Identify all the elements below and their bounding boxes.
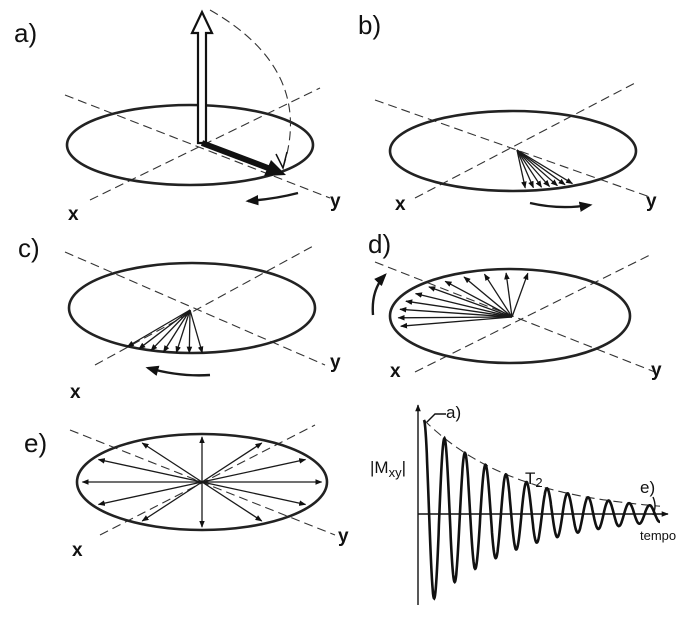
spin-vector	[186, 309, 193, 354]
panel-a-transverse-vector-head	[264, 160, 286, 176]
panel-c-label: c)	[18, 233, 40, 263]
panel-e-y-label: y	[338, 526, 349, 547]
spin-vector	[444, 280, 513, 318]
spin-vector	[516, 149, 558, 187]
spin-vector	[516, 149, 527, 189]
panel-a-label: a)	[14, 18, 37, 48]
panel-a-tipping-arc	[209, 9, 291, 169]
panel-c-x-label: x	[70, 382, 81, 403]
spin-vector	[141, 442, 203, 483]
panel-b-x-label: x	[395, 194, 406, 215]
panel-a-rotation-arrow	[245, 191, 299, 206]
panel-a-transverse-vector	[200, 140, 270, 171]
spin-vector	[150, 309, 191, 352]
fid-end-marker-leader	[652, 496, 656, 516]
panel-d-label: d)	[368, 229, 391, 259]
panel-b-transverse-plane	[388, 109, 638, 193]
panel-c-spin-fan	[126, 309, 204, 354]
panel-a-transverse-plane	[65, 103, 315, 187]
panel-b-spin-fan	[516, 149, 573, 189]
spin-vector	[201, 458, 307, 483]
spin-vector	[126, 309, 191, 348]
spin-vector	[516, 149, 534, 189]
spin-vector	[201, 481, 263, 522]
panel-b: b) x y	[358, 10, 657, 215]
spin-vector	[504, 272, 513, 318]
spin-vector	[400, 316, 513, 329]
spin-vector	[428, 286, 513, 318]
panel-d: d) x y	[368, 229, 662, 382]
spin-vector	[483, 273, 513, 318]
spin-vector	[138, 309, 191, 350]
spin-vector	[397, 314, 513, 321]
panel-a-tipping-arc-head	[275, 151, 288, 171]
panel-a-x-label: x	[68, 204, 79, 225]
spin-vector	[189, 309, 204, 354]
fid-graph: |Mxy| T2 a) e) tempo	[370, 403, 676, 605]
spin-vector	[201, 442, 263, 483]
panel-c-transverse-plane	[67, 261, 317, 355]
fid-start-marker-leader	[426, 413, 446, 423]
panel-b-axis-x-line	[374, 99, 651, 198]
panel-b-y-label: y	[646, 191, 657, 212]
spin-vector	[97, 458, 203, 483]
panel-d-rotation-arrow	[371, 273, 387, 316]
panel-d-spin-fan	[397, 272, 529, 329]
spin-vector	[175, 309, 191, 354]
fid-x-label: tempo	[640, 528, 676, 543]
panel-d-y-label: y	[651, 360, 662, 381]
panel-a-y-label: y	[330, 191, 341, 212]
spin-vector	[97, 481, 203, 506]
panel-d-axis-y-line	[414, 254, 651, 373]
panel-a-axis-x-line	[64, 94, 331, 199]
spin-vector	[141, 481, 203, 522]
panel-e-x-label: x	[72, 540, 83, 561]
spin-vector	[414, 292, 513, 318]
panel-d-x-label: x	[390, 361, 401, 382]
spin-vector	[516, 149, 550, 188]
panel-a: a) x y	[14, 9, 341, 225]
spin-vector	[399, 306, 513, 318]
fid-t2-label: T2	[525, 469, 543, 490]
fid-end-marker: e)	[640, 478, 655, 497]
panel-e-transverse-plane	[75, 432, 329, 532]
panel-b-axis-y-line	[414, 82, 636, 199]
spin-vector	[516, 149, 543, 188]
panel-a-longitudinal-vector	[190, 9, 214, 145]
panel-d-transverse-plane	[388, 267, 632, 365]
panel-e-label: e)	[24, 428, 47, 458]
spin-vector	[463, 276, 513, 318]
panel-d-axis-x-line	[374, 261, 656, 373]
spin-vector	[516, 149, 573, 185]
fid-graph-y-label: |Mxy|	[370, 458, 406, 480]
fid-signal-wave	[422, 419, 660, 601]
panel-c-y-label: y	[330, 352, 341, 373]
panel-c-axis-x-line	[64, 251, 326, 366]
spin-vector	[201, 481, 307, 506]
spin-vector	[405, 299, 513, 318]
panel-e-spin-fan	[81, 436, 323, 528]
panel-c: c) x y	[18, 233, 341, 403]
fid-decay-envelope	[423, 419, 661, 507]
spin-vector	[511, 272, 529, 318]
panel-c-rotation-arrow	[145, 365, 211, 377]
panel-b-rotation-arrow	[529, 201, 593, 212]
panel-e: e) x y	[24, 424, 349, 561]
panel-b-label: b)	[358, 10, 381, 40]
spin-vector	[162, 309, 191, 353]
spin-vector	[516, 149, 566, 186]
fid-start-marker: a)	[446, 403, 461, 422]
